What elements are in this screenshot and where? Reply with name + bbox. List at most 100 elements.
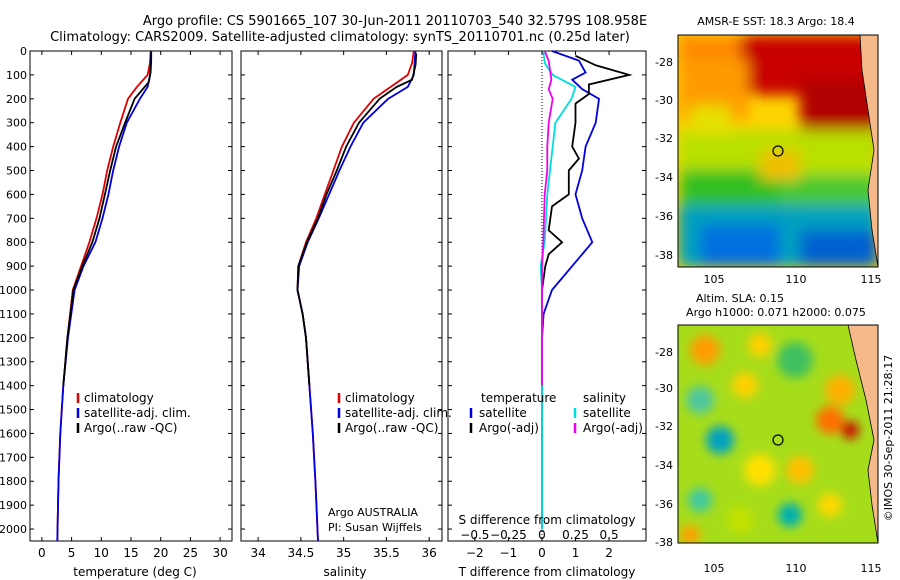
temperature-axes-box <box>29 50 233 542</box>
sdiff-xtick-label: −0.5 <box>460 528 489 542</box>
temperature-xtick-label: 0 <box>38 546 46 560</box>
temperature-xtick-label: 25 <box>183 546 198 560</box>
difference-xlabel-top: S difference from climatology <box>459 513 636 527</box>
map-bot-xtick-1: 110 <box>786 562 807 575</box>
series-line-argo-raw-qc- <box>296 53 418 386</box>
depth-tick-label: 100 <box>6 69 27 82</box>
legend-label: Argo(-adj) <box>479 421 539 435</box>
depth-tick-label: 500 <box>6 165 27 178</box>
depth-tick-label: 1100 <box>0 308 27 321</box>
temperature-xtick-label: 5 <box>68 546 76 560</box>
legend-title-salinity: salinity <box>583 391 626 405</box>
series-line-s-argo-adj- <box>541 50 554 386</box>
map-top-ytick-1: -30 <box>655 94 673 107</box>
depth-tick-label: 0 <box>20 45 27 58</box>
map-top-ytick-0: -28 <box>655 56 673 69</box>
temperature-xlabel: temperature (deg C) <box>73 565 196 579</box>
differences-xtick-label: 0 <box>538 546 546 560</box>
depth-tick-label: 200 <box>6 93 27 106</box>
map-top-ytick-2: -32 <box>655 132 673 145</box>
depth-tick-label: 1900 <box>0 499 27 512</box>
salinity-xtick-label: 36 <box>422 546 437 560</box>
argo-annotation-line-2: PI: Susan Wijffels <box>328 521 422 534</box>
series-line-t-satellite <box>541 50 600 529</box>
salinity-axes-box <box>240 50 443 542</box>
map-top-xtick-0: 105 <box>704 273 725 286</box>
salinity-xtick-label: 35.5 <box>373 546 400 560</box>
depth-tick-label: 1500 <box>0 404 27 417</box>
legend-label: satellite-adj. clim. <box>84 406 191 420</box>
difference-xlabel: T difference from climatology <box>458 565 636 579</box>
depth-tick-label: 1600 <box>0 427 27 440</box>
map-top-xtick-1: 110 <box>786 273 807 286</box>
map-bot-xtick-2: 115 <box>861 562 882 575</box>
sla-map-title-line-1: Altim. SLA: 0.15 <box>696 292 784 305</box>
map-bot-ytick-0: -28 <box>655 346 673 359</box>
differences-xtick-label: 1 <box>572 546 580 560</box>
argo-annotation-line-1: Argo AUSTRALIA <box>328 506 418 519</box>
depth-tick-label: 2000 <box>0 523 27 536</box>
series-line-climatology <box>56 50 152 542</box>
depth-tick-label: 800 <box>6 236 27 249</box>
depth-tick-label: 1300 <box>0 356 27 369</box>
map-bot-ytick-5: -38 <box>655 536 673 549</box>
salinity-xtick-label: 34.5 <box>288 546 315 560</box>
sla-map-title-line-2: Argo h1000: 0.071 h2000: 0.075 <box>686 306 866 319</box>
map-top-ytick-5: -38 <box>655 249 673 262</box>
temperature-xtick-label: 15 <box>123 546 138 560</box>
coastline-bottom <box>847 325 878 543</box>
differences-axes-box <box>447 50 647 542</box>
argo-location-marker-top <box>772 145 784 157</box>
series-line-satellite-adj-clim- <box>56 50 153 542</box>
series-line-t-argo-adj- <box>541 54 633 386</box>
sst-map: AMSR-E SST: 18.3 Argo: 18.4 <box>655 15 881 286</box>
map-bot-ytick-3: -34 <box>655 459 673 472</box>
legend-label: Argo(..raw -QC) <box>84 421 177 435</box>
legend-label: satellite-adj. clim. <box>345 406 452 420</box>
salinity-panel: 34 34.5 35 35.5 36 climatologysatellite-adj. … <box>240 50 452 560</box>
depth-tick-label: 700 <box>6 212 27 225</box>
coastline-top <box>859 35 878 267</box>
map-bot-ytick-2: -32 <box>655 420 673 433</box>
sdiff-xtick-label: −0.25 <box>490 528 527 542</box>
difference-panel: −2−1012−0.5−0.2500.250.5temperaturesalin… <box>447 50 647 560</box>
sdiff-xtick-label: 0.25 <box>562 528 589 542</box>
map-top-ytick-3: -34 <box>655 171 673 184</box>
sla-map: Altim. SLA: 0.15 Argo h1000: 0.071 h2000… <box>655 292 881 575</box>
legend-label: climatology <box>84 391 154 405</box>
salinity-xtick-label: 35 <box>336 546 351 560</box>
title-line-1: Argo profile: CS 5901665_107 30-Jun-2011… <box>143 14 647 29</box>
series-line-satellite-adj-clim- <box>296 50 417 542</box>
depth-tick-label: 1700 <box>0 451 27 464</box>
series-line-s-satellite <box>539 50 577 529</box>
map-top-ytick-4: -36 <box>655 210 673 223</box>
differences-xtick-label: −1 <box>500 546 518 560</box>
salinity-xlabel: salinity <box>323 565 366 579</box>
credit-text: ©IMOS 30-Sep-2011 21:28:17 <box>882 355 895 521</box>
temperature-panel: 0 5 10 15 20 25 300100200300400500600700800900… <box>0 45 233 560</box>
argo-location-marker-bottom <box>772 434 784 446</box>
depth-tick-label: 1800 <box>0 475 27 488</box>
depth-tick-label: 600 <box>6 188 27 201</box>
depth-tick-label: 400 <box>6 141 27 154</box>
legend-label: Argo(..raw -QC) <box>345 421 438 435</box>
legend-label: climatology <box>345 391 415 405</box>
map-bot-ytick-1: -30 <box>655 382 673 395</box>
legend-label: Argo(-adj) <box>583 421 643 435</box>
sdiff-xtick-label: 0.5 <box>600 528 619 542</box>
legend-label: satellite <box>583 406 631 420</box>
series-line-argo-raw-qc- <box>62 52 153 386</box>
differences-xtick-label: −2 <box>466 546 484 560</box>
depth-tick-label: 300 <box>6 117 27 130</box>
depth-tick-label: 1400 <box>0 380 27 393</box>
map-bot-ytick-4: -36 <box>655 498 673 511</box>
map-bot-xtick-0: 105 <box>704 562 725 575</box>
depth-tick-label: 1200 <box>0 332 27 345</box>
depth-tick-label: 900 <box>6 260 27 273</box>
map-top-xtick-2: 115 <box>861 273 882 286</box>
sst-map-title: AMSR-E SST: 18.3 Argo: 18.4 <box>697 15 855 28</box>
temperature-xtick-label: 20 <box>153 546 168 560</box>
differences-xtick-label: 2 <box>605 546 613 560</box>
salinity-xtick-label: 34 <box>250 546 265 560</box>
